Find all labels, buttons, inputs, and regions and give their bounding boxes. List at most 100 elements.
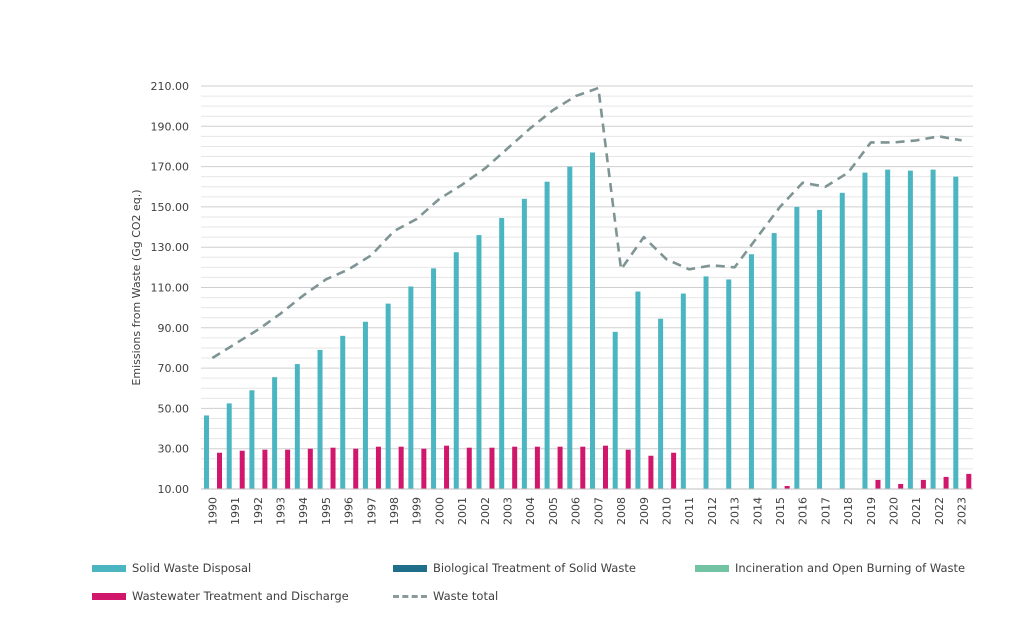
y-tick-label: 110.00 (151, 282, 190, 295)
x-tick-label: 2010 (660, 497, 673, 525)
bar-solid-waste-disposal (885, 169, 891, 489)
x-tick-label: 2008 (615, 497, 628, 525)
bar-solid-waste-disposal (703, 276, 709, 489)
y-tick-label: 30.00 (158, 443, 190, 456)
bar-solid-waste-disposal (385, 303, 391, 489)
bar-solid-waste-disposal (680, 293, 686, 489)
bar-wastewater (285, 449, 291, 489)
bar-solid-waste-disposal (226, 403, 232, 489)
bar-solid-waste-disposal (340, 335, 346, 489)
x-tick-label: 1991 (229, 497, 242, 525)
bar-wastewater (875, 479, 881, 489)
bar-wastewater (648, 455, 654, 489)
bar-solid-waste-disposal (794, 206, 800, 489)
bar-wastewater (943, 476, 949, 489)
bar-wastewater (421, 448, 427, 489)
x-tick-label: 2021 (910, 497, 923, 525)
bar-solid-waste-disposal (408, 286, 414, 489)
bar-wastewater (920, 479, 926, 489)
y-tick-label: 10.00 (158, 483, 190, 496)
bar-solid-waste-disposal (612, 331, 618, 489)
y-tick-label: 190.00 (151, 120, 190, 133)
x-tick-label: 2017 (819, 497, 832, 525)
x-tick-label: 2022 (933, 497, 946, 525)
bar-solid-waste-disposal (635, 291, 641, 489)
bar-wastewater (375, 446, 381, 489)
x-tick-label: 2003 (502, 497, 515, 525)
bar-solid-waste-disposal (544, 181, 550, 489)
bar-wastewater (557, 446, 563, 489)
bar-solid-waste-disposal (817, 209, 823, 490)
x-tick-label: 2014 (751, 497, 764, 525)
x-tick-label: 2004 (524, 497, 537, 525)
bar-solid-waste-disposal (294, 364, 300, 489)
bar-solid-waste-disposal (658, 318, 664, 489)
y-tick-label: 50.00 (158, 402, 190, 415)
bar-wastewater (307, 448, 313, 489)
x-tick-label: 1994 (297, 497, 310, 525)
bar-wastewater (217, 452, 222, 489)
bar-wastewater (489, 447, 495, 489)
bar-solid-waste-disposal (362, 321, 368, 489)
bar-wastewater (898, 483, 904, 489)
bar-solid-waste-disposal (249, 390, 255, 489)
bar-wastewater (534, 446, 540, 489)
x-tick-label: 1990 (206, 497, 219, 525)
bar-wastewater (239, 450, 245, 489)
x-tick-label: 2020 (888, 497, 901, 525)
x-tick-label: 1999 (411, 497, 424, 525)
bar-solid-waste-disposal (726, 279, 732, 489)
x-tick-label: 2001 (456, 497, 469, 525)
bar-wastewater (330, 447, 336, 489)
bar-solid-waste-disposal (272, 377, 278, 489)
bar-wastewater (784, 485, 790, 489)
x-tick-label: 2023 (956, 497, 969, 525)
bar-solid-waste-disposal (317, 349, 323, 489)
bar-solid-waste-disposal (930, 169, 936, 489)
x-tick-label: 2011 (683, 497, 696, 525)
y-tick-label: 150.00 (151, 201, 190, 214)
y-tick-label: 130.00 (151, 241, 190, 254)
bar-solid-waste-disposal (771, 233, 777, 489)
bar-solid-waste-disposal (590, 152, 595, 489)
x-tick-label: 1993 (274, 497, 287, 525)
bar-solid-waste-disposal (953, 176, 959, 490)
x-tick-label: 1996 (343, 497, 356, 525)
y-tick-label: 70.00 (158, 362, 190, 375)
bar-solid-waste-disposal (204, 415, 209, 489)
x-tick-label: 2012 (706, 497, 719, 525)
y-tick-label: 90.00 (158, 322, 190, 335)
x-tick-label: 2005 (547, 497, 560, 525)
y-tick-label: 170.00 (151, 161, 190, 174)
x-tick-label: 1995 (320, 497, 333, 525)
x-tick-label: 2007 (592, 497, 605, 525)
x-tick-label: 1992 (252, 497, 265, 525)
bar-wastewater (512, 446, 518, 489)
bar-wastewater (353, 448, 359, 489)
bar-wastewater (625, 449, 631, 489)
x-tick-label: 2016 (797, 497, 810, 525)
bar-wastewater (444, 445, 450, 489)
bar-solid-waste-disposal (839, 192, 845, 490)
bar-solid-waste-disposal (567, 166, 573, 489)
bar-solid-waste-disposal (476, 235, 482, 489)
x-tick-label: 2015 (774, 497, 787, 525)
bar-wastewater (398, 446, 404, 489)
line-waste-total (211, 86, 962, 360)
bar-wastewater (262, 449, 268, 489)
y-axis-label: Emissions from Waste (Gg CO2 eq.) (130, 189, 143, 385)
bar-wastewater (466, 447, 472, 489)
x-tick-label: 2019 (865, 497, 878, 525)
x-tick-label: 2006 (570, 497, 583, 525)
x-tick-label: 2013 (729, 497, 742, 525)
bar-wastewater (580, 446, 586, 489)
bar-solid-waste-disposal (907, 170, 913, 489)
x-tick-label: 1997 (365, 497, 378, 525)
bar-solid-waste-disposal (453, 252, 459, 489)
bar-wastewater (966, 473, 972, 489)
x-tick-label: 2002 (479, 497, 492, 525)
bar-solid-waste-disposal (499, 217, 505, 490)
bar-solid-waste-disposal (862, 172, 868, 489)
x-tick-label: 2000 (433, 497, 446, 525)
